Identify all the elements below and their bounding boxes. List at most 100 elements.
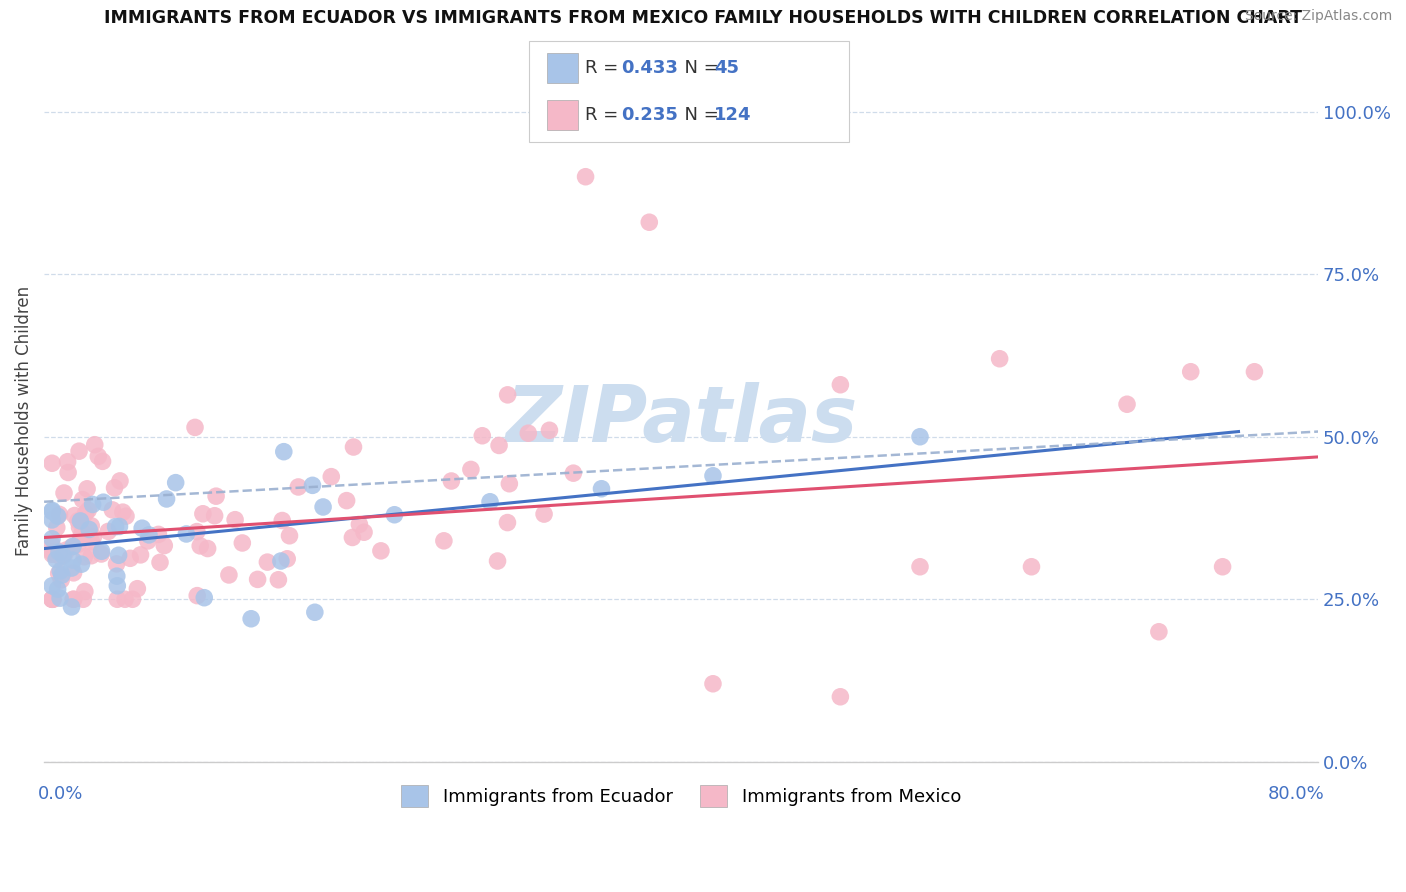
Point <box>562 466 585 480</box>
Point <box>77 531 100 545</box>
Point <box>75 507 97 521</box>
Point <box>830 690 852 704</box>
Point <box>41 592 63 607</box>
Point <box>49 591 72 606</box>
Point <box>82 530 104 544</box>
Point <box>108 474 131 488</box>
Point <box>70 558 93 572</box>
Point <box>193 591 215 605</box>
Point <box>62 592 84 607</box>
Point <box>49 550 72 565</box>
Point <box>384 508 406 522</box>
Point <box>62 592 84 607</box>
Point <box>273 444 295 458</box>
Point <box>93 495 115 509</box>
Text: IMMIGRANTS FROM ECUADOR VS IMMIGRANTS FROM MEXICO FAMILY HOUSEHOLDS WITH CHILDRE: IMMIGRANTS FROM ECUADOR VS IMMIGRANTS FR… <box>104 9 1302 27</box>
Point <box>104 519 127 533</box>
Point <box>270 554 292 568</box>
Point <box>342 531 364 545</box>
Point <box>52 549 75 563</box>
Point <box>1180 365 1202 379</box>
Point <box>1116 397 1139 411</box>
Point <box>908 430 931 444</box>
Point <box>48 545 70 559</box>
Point <box>231 536 253 550</box>
Point <box>62 539 84 553</box>
Point <box>60 599 83 614</box>
Point <box>988 351 1011 366</box>
Point <box>488 438 510 452</box>
Point <box>148 527 170 541</box>
Point <box>353 525 375 540</box>
Point <box>67 444 90 458</box>
Point <box>69 520 91 534</box>
Point <box>256 555 278 569</box>
Point <box>186 589 208 603</box>
Point <box>46 582 69 597</box>
Point <box>638 215 661 229</box>
Point <box>702 468 724 483</box>
Point <box>41 504 63 518</box>
Text: N =: N = <box>673 106 725 124</box>
Point <box>479 495 502 509</box>
Point <box>69 514 91 528</box>
Point <box>41 456 63 470</box>
Point <box>62 566 84 580</box>
Point <box>176 527 198 541</box>
Point <box>70 530 93 544</box>
Point <box>60 561 83 575</box>
Point <box>105 557 128 571</box>
Point <box>1021 559 1043 574</box>
Point <box>56 455 79 469</box>
Point <box>105 569 128 583</box>
Point <box>41 538 63 552</box>
Point <box>218 568 240 582</box>
Point <box>1147 624 1170 639</box>
Text: 0.433: 0.433 <box>621 59 678 77</box>
Point <box>41 513 63 527</box>
Point <box>41 547 63 561</box>
Text: 0.0%: 0.0% <box>38 785 83 804</box>
Point <box>304 605 326 619</box>
Point <box>49 564 72 578</box>
Point <box>108 519 131 533</box>
Point <box>72 525 94 540</box>
Point <box>101 503 124 517</box>
Point <box>120 551 142 566</box>
Point <box>246 573 269 587</box>
Point <box>77 503 100 517</box>
Point <box>433 533 456 548</box>
Point <box>72 592 94 607</box>
Point <box>1243 365 1265 379</box>
Point <box>349 517 371 532</box>
Point <box>908 559 931 574</box>
Point <box>460 462 482 476</box>
Point <box>80 549 103 563</box>
Point <box>105 592 128 607</box>
Point <box>165 475 187 490</box>
Point <box>103 481 125 495</box>
Point <box>370 544 392 558</box>
Point <box>67 537 90 551</box>
Point <box>153 539 176 553</box>
Point <box>204 508 226 523</box>
Point <box>77 523 100 537</box>
Point <box>486 554 509 568</box>
Point <box>114 592 136 607</box>
Point <box>41 503 63 517</box>
Point <box>87 450 110 464</box>
Point <box>41 545 63 559</box>
Point <box>56 466 79 480</box>
Point <box>312 500 335 514</box>
Point <box>41 532 63 546</box>
Point <box>267 573 290 587</box>
Point <box>46 509 69 524</box>
Point <box>188 539 211 553</box>
Point <box>67 514 90 528</box>
Point <box>97 524 120 539</box>
Point <box>53 486 76 500</box>
Point <box>538 423 561 437</box>
Point <box>55 543 77 558</box>
Point <box>287 480 309 494</box>
Point <box>72 492 94 507</box>
